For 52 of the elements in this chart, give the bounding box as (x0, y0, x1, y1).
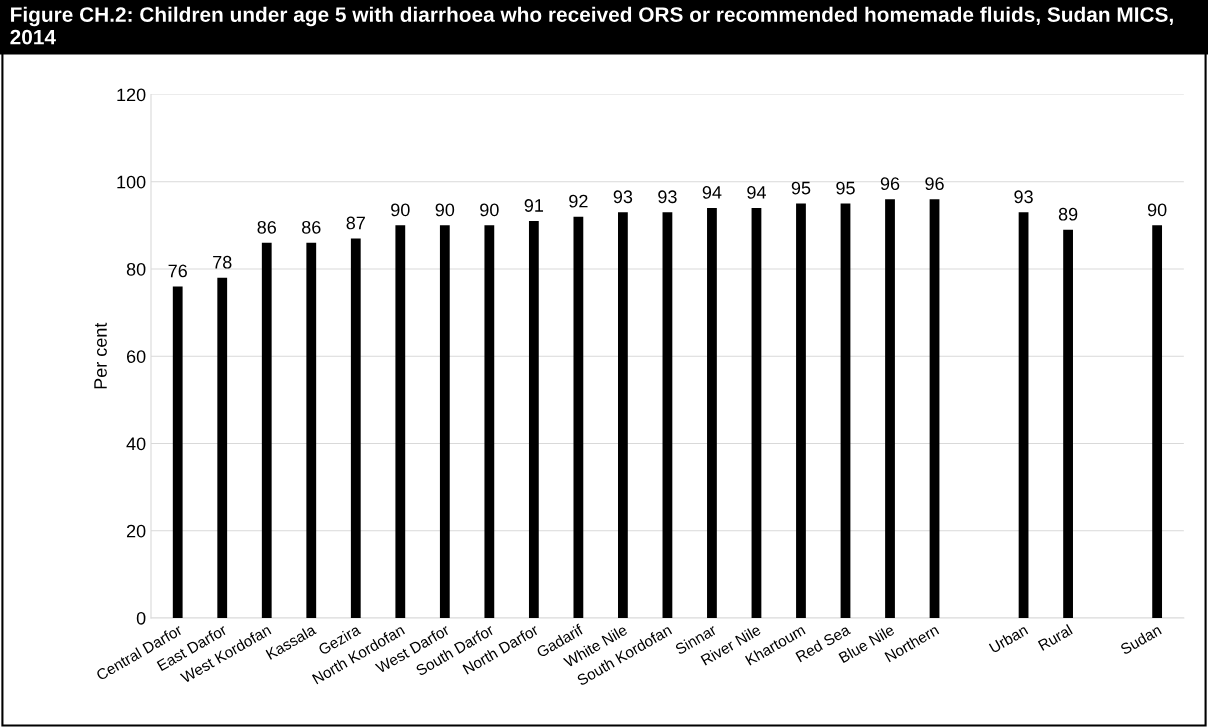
bar (395, 225, 406, 618)
bar (172, 286, 183, 618)
data-label: 93 (658, 190, 677, 204)
y-tick-label: 80 (126, 262, 146, 276)
bar (261, 242, 272, 618)
data-label: 86 (302, 220, 321, 234)
data-label: 94 (702, 186, 722, 199)
data-label: 91 (524, 199, 544, 212)
data-label: 93 (1014, 190, 1033, 204)
data-label: 78 (213, 255, 232, 269)
y-tick-label: 0 (136, 611, 146, 625)
data-label: 93 (613, 190, 633, 204)
data-label: 95 (791, 181, 811, 195)
data-label: 95 (836, 181, 855, 195)
y-axis-title: Per cent (94, 322, 107, 389)
y-tick-label: 120 (117, 88, 146, 102)
x-tick-label: Urban (988, 624, 1029, 654)
data-label: 96 (880, 177, 900, 191)
data-label: 90 (435, 203, 455, 217)
data-label: 86 (257, 220, 276, 234)
bar (217, 277, 228, 618)
data-label: 76 (168, 264, 187, 278)
bar (618, 212, 628, 618)
data-label: 90 (1147, 203, 1167, 217)
bar (350, 238, 361, 618)
data-label: 89 (1058, 207, 1078, 221)
bar (707, 207, 717, 618)
bar (885, 199, 895, 618)
bar (796, 203, 806, 618)
data-label: 87 (346, 216, 365, 230)
data-label: 90 (480, 203, 499, 217)
y-tick-label: 60 (126, 350, 146, 363)
y-tick-label: 100 (117, 175, 146, 189)
bar (484, 225, 495, 618)
bar (751, 207, 762, 618)
bar (528, 221, 539, 618)
chart-title: Figure CH.2: Children under age 5 with diarrhoea who received ORS or recommended homemade fluids, Sudan MICS, 2014 (10, 6, 1173, 45)
y-tick-label: 20 (126, 524, 146, 538)
bar (306, 242, 317, 618)
y-tick-label: 40 (126, 437, 146, 451)
bar (662, 212, 673, 618)
bar (929, 199, 940, 618)
bar (1018, 212, 1029, 618)
bar (1063, 229, 1073, 618)
data-label: 90 (391, 203, 410, 217)
data-label: 96 (925, 177, 944, 191)
bar (840, 203, 851, 618)
bar (439, 225, 450, 618)
bar (1152, 225, 1163, 618)
bar (573, 216, 584, 618)
data-label: 92 (569, 194, 588, 208)
data-label: 94 (747, 186, 766, 199)
